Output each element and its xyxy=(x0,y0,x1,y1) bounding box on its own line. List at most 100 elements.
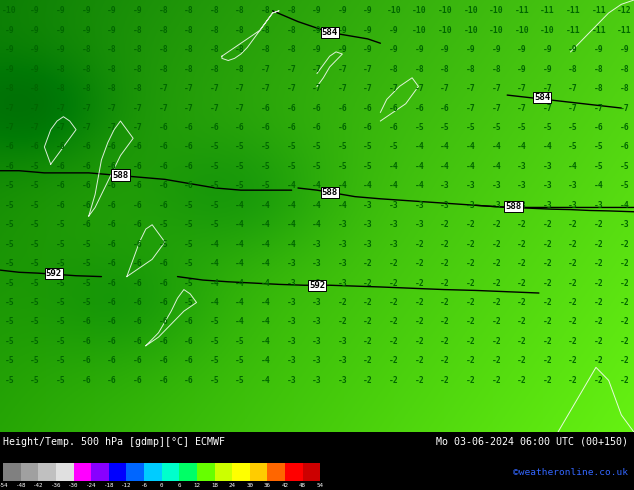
Text: -5: -5 xyxy=(210,356,219,366)
Text: -5: -5 xyxy=(30,318,40,326)
Text: -5: -5 xyxy=(158,240,168,249)
Text: -3: -3 xyxy=(491,181,501,190)
Text: -4: -4 xyxy=(261,376,271,385)
Text: -3: -3 xyxy=(543,181,552,190)
Text: -3: -3 xyxy=(312,337,322,346)
Text: -7: -7 xyxy=(338,65,347,74)
Text: -6: -6 xyxy=(107,298,117,307)
Text: -9: -9 xyxy=(30,45,40,54)
Text: -5: -5 xyxy=(210,201,219,210)
Text: -2: -2 xyxy=(415,298,424,307)
Text: -4: -4 xyxy=(261,279,271,288)
Text: -5: -5 xyxy=(82,279,91,288)
Text: -2: -2 xyxy=(415,337,424,346)
Text: -9: -9 xyxy=(56,6,66,15)
Text: -6: -6 xyxy=(107,162,117,171)
Text: -3: -3 xyxy=(338,356,347,366)
Text: -4: -4 xyxy=(440,162,450,171)
Text: -10: -10 xyxy=(412,6,427,15)
Text: -7: -7 xyxy=(312,65,322,74)
Text: -5: -5 xyxy=(4,259,15,268)
Text: -6: -6 xyxy=(107,201,117,210)
Text: -5: -5 xyxy=(235,337,245,346)
Text: -2: -2 xyxy=(363,279,373,288)
Text: -9: -9 xyxy=(491,45,501,54)
Text: -11: -11 xyxy=(617,26,632,35)
Text: -6: -6 xyxy=(56,162,66,171)
Text: -5: -5 xyxy=(56,259,66,268)
Text: -5: -5 xyxy=(4,318,15,326)
Text: 54: 54 xyxy=(316,483,324,488)
Text: 588: 588 xyxy=(112,171,129,179)
Text: -5: -5 xyxy=(184,240,194,249)
Text: 18: 18 xyxy=(211,483,218,488)
Text: -4: -4 xyxy=(210,240,219,249)
Text: -6: -6 xyxy=(363,103,373,113)
Text: -5: -5 xyxy=(491,123,501,132)
Text: -6: -6 xyxy=(312,123,322,132)
Text: -7: -7 xyxy=(543,103,552,113)
Text: -6: -6 xyxy=(133,259,143,268)
Text: -2: -2 xyxy=(440,240,450,249)
Text: -4: -4 xyxy=(389,181,399,190)
Text: -2: -2 xyxy=(440,318,450,326)
Text: -5: -5 xyxy=(287,143,296,151)
Text: -4: -4 xyxy=(261,220,271,229)
Text: -4: -4 xyxy=(261,298,271,307)
Text: -11: -11 xyxy=(566,26,581,35)
Text: -6: -6 xyxy=(287,103,296,113)
Text: -4: -4 xyxy=(415,143,424,151)
Text: -4: -4 xyxy=(235,259,245,268)
Text: -5: -5 xyxy=(619,162,630,171)
Text: -6: -6 xyxy=(235,123,245,132)
Text: -3: -3 xyxy=(312,298,322,307)
Text: -3: -3 xyxy=(466,181,476,190)
Text: -6: -6 xyxy=(56,143,66,151)
Text: -2: -2 xyxy=(466,318,476,326)
Text: -5: -5 xyxy=(210,162,219,171)
Text: -24: -24 xyxy=(86,483,96,488)
Text: -2: -2 xyxy=(543,337,552,346)
Text: -4: -4 xyxy=(235,240,245,249)
Text: -8: -8 xyxy=(389,65,399,74)
Text: -5: -5 xyxy=(82,240,91,249)
Text: -8: -8 xyxy=(210,45,219,54)
Text: -8: -8 xyxy=(287,45,296,54)
Text: -2: -2 xyxy=(389,298,399,307)
Text: 592: 592 xyxy=(309,281,325,290)
Text: -10: -10 xyxy=(515,26,529,35)
Text: -2: -2 xyxy=(440,376,450,385)
Text: -2: -2 xyxy=(338,298,347,307)
Text: -6: -6 xyxy=(158,162,168,171)
Text: -5: -5 xyxy=(312,162,322,171)
Text: -5: -5 xyxy=(389,143,399,151)
Text: -6: -6 xyxy=(158,337,168,346)
Text: -2: -2 xyxy=(415,259,424,268)
Text: -2: -2 xyxy=(491,220,501,229)
Text: -6: -6 xyxy=(133,181,143,190)
Text: -7: -7 xyxy=(133,103,143,113)
Text: -3: -3 xyxy=(338,376,347,385)
Text: -3: -3 xyxy=(338,220,347,229)
Text: -8: -8 xyxy=(210,26,219,35)
Text: -6: -6 xyxy=(158,259,168,268)
Text: -3: -3 xyxy=(389,240,399,249)
Text: -7: -7 xyxy=(594,103,604,113)
Text: -7: -7 xyxy=(619,103,630,113)
Text: -5: -5 xyxy=(30,376,40,385)
Text: -5: -5 xyxy=(312,143,322,151)
Text: -6: -6 xyxy=(82,356,91,366)
Text: -2: -2 xyxy=(619,240,630,249)
Text: -8: -8 xyxy=(440,65,450,74)
Text: -9: -9 xyxy=(338,26,347,35)
Text: -3: -3 xyxy=(312,356,322,366)
Text: -2: -2 xyxy=(389,279,399,288)
Text: -4: -4 xyxy=(312,201,322,210)
Text: -3: -3 xyxy=(338,240,347,249)
Text: -5: -5 xyxy=(30,259,40,268)
Text: -7: -7 xyxy=(158,84,168,93)
Text: -6: -6 xyxy=(82,162,91,171)
Text: -8: -8 xyxy=(4,84,15,93)
Text: -2: -2 xyxy=(440,356,450,366)
Text: -10: -10 xyxy=(489,26,503,35)
